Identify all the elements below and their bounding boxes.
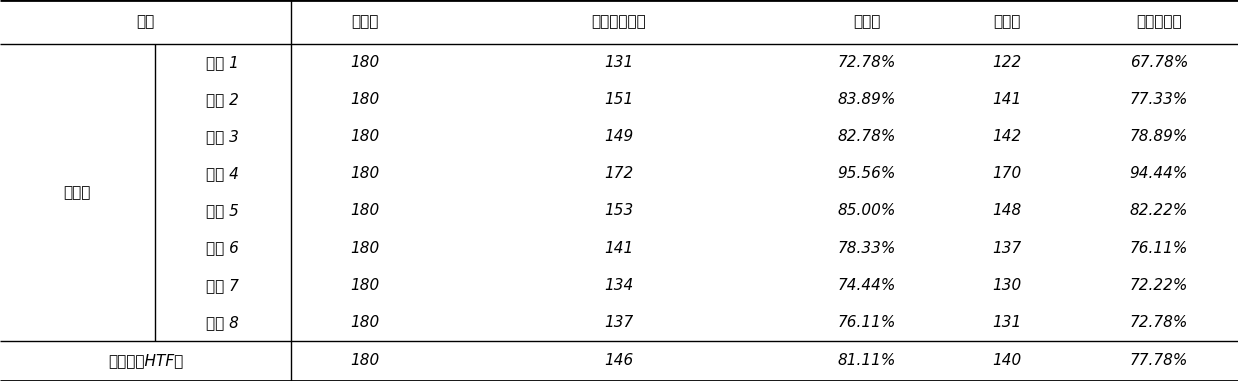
- Text: 94.44%: 94.44%: [1129, 166, 1188, 181]
- Text: 二细胞胚胎数: 二细胞胚胎数: [592, 14, 646, 29]
- Text: 配方 3: 配方 3: [207, 129, 239, 144]
- Text: 72.22%: 72.22%: [1129, 278, 1188, 293]
- Text: 180: 180: [350, 55, 380, 70]
- Text: 141: 141: [993, 92, 1021, 107]
- Text: 配方 6: 配方 6: [207, 241, 239, 256]
- Text: 131: 131: [993, 315, 1021, 330]
- Text: 180: 180: [350, 241, 380, 256]
- Text: 配方 8: 配方 8: [207, 315, 239, 330]
- Text: 149: 149: [604, 129, 634, 144]
- Text: 实验组: 实验组: [63, 185, 92, 200]
- Text: 配方 4: 配方 4: [207, 166, 239, 181]
- Text: 180: 180: [350, 92, 380, 107]
- Text: 76.11%: 76.11%: [1129, 241, 1188, 256]
- Text: 148: 148: [993, 203, 1021, 218]
- Text: 78.89%: 78.89%: [1129, 129, 1188, 144]
- Text: 对照组（HTF）: 对照组（HTF）: [108, 354, 183, 368]
- Text: 卵子数: 卵子数: [352, 14, 379, 29]
- Text: 组别: 组别: [136, 14, 155, 29]
- Text: 囊胚数: 囊胚数: [993, 14, 1021, 29]
- Text: 配方 2: 配方 2: [207, 92, 239, 107]
- Text: 137: 137: [604, 315, 634, 330]
- Text: 180: 180: [350, 354, 380, 368]
- Text: 172: 172: [604, 166, 634, 181]
- Text: 囊胚形成率: 囊胚形成率: [1136, 14, 1181, 29]
- Text: 140: 140: [993, 354, 1021, 368]
- Text: 170: 170: [993, 166, 1021, 181]
- Text: 82.78%: 82.78%: [837, 129, 896, 144]
- Text: 180: 180: [350, 278, 380, 293]
- Text: 74.44%: 74.44%: [837, 278, 896, 293]
- Text: 130: 130: [993, 278, 1021, 293]
- Text: 180: 180: [350, 129, 380, 144]
- Text: 180: 180: [350, 166, 380, 181]
- Text: 72.78%: 72.78%: [837, 55, 896, 70]
- Text: 76.11%: 76.11%: [837, 315, 896, 330]
- Text: 受精率: 受精率: [853, 14, 880, 29]
- Text: 配方 5: 配方 5: [207, 203, 239, 218]
- Text: 72.78%: 72.78%: [1129, 315, 1188, 330]
- Text: 配方 1: 配方 1: [207, 55, 239, 70]
- Text: 122: 122: [993, 55, 1021, 70]
- Text: 配方 7: 配方 7: [207, 278, 239, 293]
- Text: 81.11%: 81.11%: [837, 354, 896, 368]
- Text: 77.78%: 77.78%: [1129, 354, 1188, 368]
- Text: 67.78%: 67.78%: [1129, 55, 1188, 70]
- Text: 137: 137: [993, 241, 1021, 256]
- Text: 78.33%: 78.33%: [837, 241, 896, 256]
- Text: 82.22%: 82.22%: [1129, 203, 1188, 218]
- Text: 83.89%: 83.89%: [837, 92, 896, 107]
- Text: 151: 151: [604, 92, 634, 107]
- Text: 141: 141: [604, 241, 634, 256]
- Text: 85.00%: 85.00%: [837, 203, 896, 218]
- Text: 180: 180: [350, 315, 380, 330]
- Text: 95.56%: 95.56%: [837, 166, 896, 181]
- Text: 77.33%: 77.33%: [1129, 92, 1188, 107]
- Text: 153: 153: [604, 203, 634, 218]
- Text: 146: 146: [604, 354, 634, 368]
- Text: 131: 131: [604, 55, 634, 70]
- Text: 134: 134: [604, 278, 634, 293]
- Text: 180: 180: [350, 203, 380, 218]
- Text: 142: 142: [993, 129, 1021, 144]
